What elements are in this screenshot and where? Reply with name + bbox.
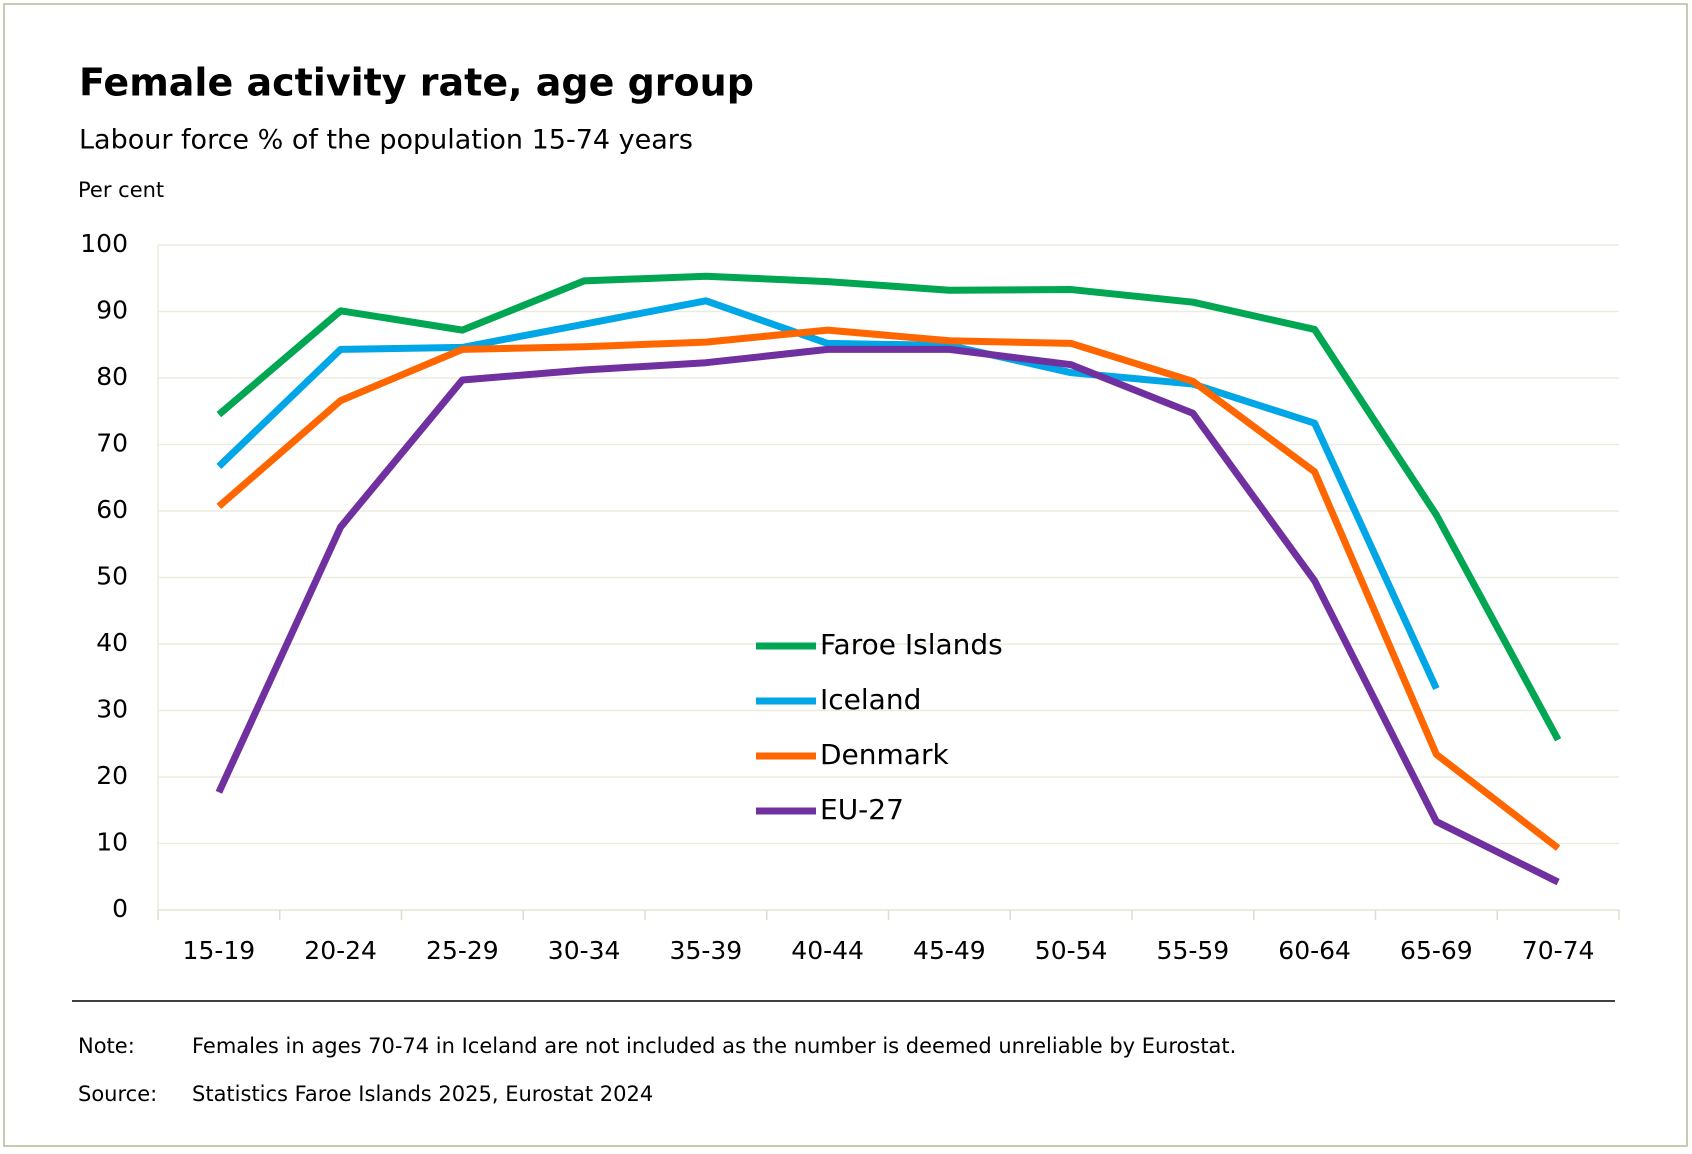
x-tick-label: 50-54: [1035, 936, 1108, 965]
y-tick-label: 70: [96, 429, 128, 458]
x-tick-label: 60-64: [1278, 936, 1351, 965]
source: Statistics Faroe Islands 2025, Eurostat …: [192, 1082, 653, 1106]
series-line: [215, 345, 1560, 886]
x-tick-label: 25-29: [426, 936, 499, 965]
legend-label: Iceland: [820, 683, 921, 716]
y-tick-label: 60: [96, 495, 128, 524]
x-tick-label: 20-24: [304, 936, 377, 965]
y-tick-label: 0: [112, 894, 128, 923]
source-label: Source:: [78, 1082, 157, 1106]
series-line: [216, 272, 1562, 742]
chart-title: Female activity rate, age group: [79, 61, 754, 105]
chart-subtitle: Labour force % of the population 15-74 y…: [79, 125, 693, 156]
y-tick-label: 100: [80, 229, 128, 258]
x-tick-label: 35-39: [670, 936, 743, 965]
series-line: [216, 326, 1561, 851]
y-tick-label: 20: [96, 761, 128, 790]
x-tick-label: 45-49: [913, 936, 986, 965]
series-line: [216, 297, 1440, 691]
y-axis-label: Per cent: [78, 178, 164, 202]
y-tick-label: 90: [96, 296, 128, 325]
x-tick-label: 70-74: [1522, 936, 1595, 965]
y-tick-label: 10: [96, 828, 128, 857]
legend-label: EU-27: [820, 793, 904, 826]
y-tick-label: 80: [96, 362, 128, 391]
legend-label: Faroe Islands: [820, 628, 1003, 661]
x-tick-label: 30-34: [548, 936, 621, 965]
x-tick-label: 55-59: [1157, 936, 1230, 965]
x-tick-label: 65-69: [1400, 936, 1473, 965]
note: Females in ages 70-74 in Iceland are not…: [192, 1034, 1236, 1058]
legend-label: Denmark: [820, 738, 949, 771]
y-tick-label: 30: [96, 695, 128, 724]
note-label: Note:: [78, 1034, 135, 1058]
frame: [3, 3, 1688, 1147]
x-tick-label: 15-19: [183, 936, 256, 965]
y-tick-label: 50: [96, 562, 128, 591]
y-tick-label: 40: [96, 628, 128, 657]
x-tick-label: 40-44: [791, 936, 864, 965]
